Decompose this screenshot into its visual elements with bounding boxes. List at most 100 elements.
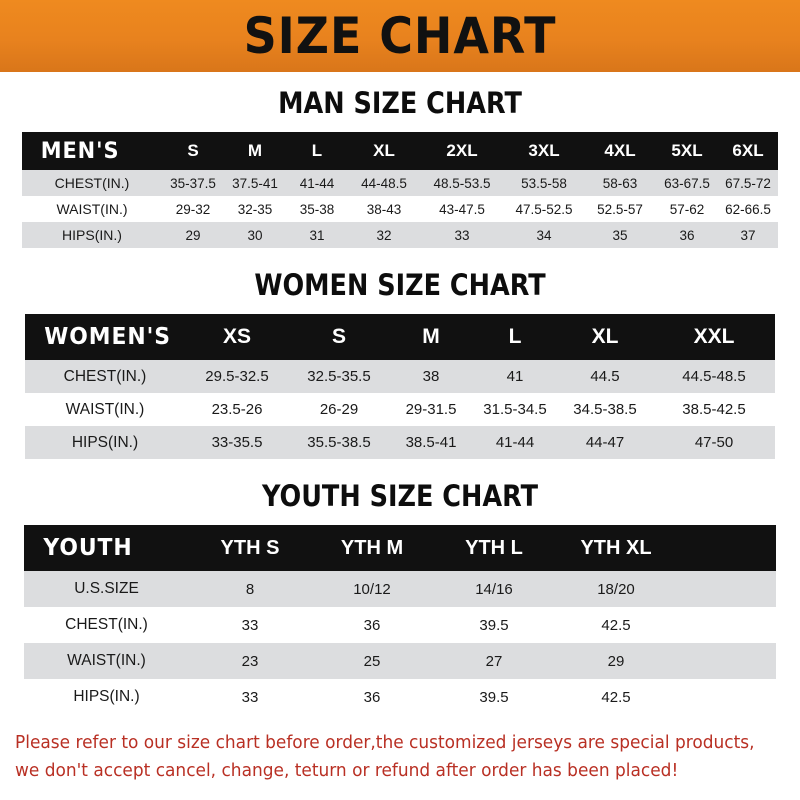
cell: 38.5-41 [405,434,457,451]
cell-empty [677,643,776,679]
table-row: WAIST(IN.) 23 25 27 29 [24,643,776,679]
table-row: CHEST(IN.) 33 36 39.5 42.5 [24,607,776,643]
cell: 42.5 [601,616,631,634]
cell: 52.5-57 [597,201,643,217]
cell: 29.5-32.5 [205,368,269,385]
cell: 39.5 [479,616,509,634]
row-label: U.S.SIZE [74,580,139,597]
youth-table: YOUTH YTH S YTH M YTH L YTH XL U.S.SIZE … [24,525,776,715]
table-row: HIPS(IN.) 33-35.5 35.5-38.5 38.5-41 41-4… [25,426,775,459]
cell: 36 [363,616,381,634]
cell: 63-67.5 [664,175,710,191]
cell: 27 [485,652,503,670]
page-title: SIZE CHART [243,7,557,65]
cell: 47-50 [694,434,734,451]
cell: 34 [536,227,552,243]
man-size-header: 5XL [671,141,703,160]
order-policy-line-1: Please refer to our size chart before or… [15,733,755,753]
cell: 32-35 [237,201,273,217]
cell: 26-29 [319,401,359,418]
cell: 58-63 [602,175,638,191]
man-size-header: 6XL [732,141,764,160]
cell: 41-44 [495,434,535,451]
man-size-header: S [187,141,199,160]
man-table: MEN'S S M L XL 2XL 3XL 4XL 5XL 6XL CHEST… [22,132,778,248]
man-size-header: L [311,141,323,160]
cell: 41-44 [299,175,335,191]
cell: 29-32 [175,201,211,217]
table-row: CHEST(IN.) 29.5-32.5 32.5-35.5 38 41 44.… [25,360,775,393]
women-size-header: L [508,325,522,348]
table-row: HIPS(IN.) 29 30 31 32 33 34 35 36 37 [22,222,778,248]
man-size-header: M [247,141,263,160]
cell: 38 [422,368,440,385]
cell: 41 [506,368,524,385]
section-title-women: WOMEN SIZE CHART [254,268,546,302]
cell: 31.5-34.5 [483,401,547,418]
women-table: WOMEN'S XS S M L XL XXL CHEST(IN.) 29.5-… [25,314,775,459]
cell: 14/16 [475,580,513,598]
man-header-row: MEN'S S M L XL 2XL 3XL 4XL 5XL 6XL [22,132,778,170]
cell: 53.5-58 [521,175,567,191]
row-label: WAIST(IN.) [65,400,145,418]
table-row: WAIST(IN.) 29-32 32-35 35-38 38-43 43-47… [22,196,778,222]
cell: 32.5-35.5 [307,368,371,385]
cell: 30 [247,227,263,243]
section-title-man: MAN SIZE CHART [278,86,522,120]
row-label: CHEST(IN.) [65,616,148,633]
section-title-youth: YOUTH SIZE CHART [261,479,539,513]
cell: 25 [363,652,381,670]
cell: 48.5-53.5 [433,175,491,191]
cell: 57-62 [669,201,705,217]
cell: 10/12 [353,580,391,598]
cell: 38-43 [366,201,402,217]
row-label: CHEST(IN.) [54,175,130,191]
cell: 35.5-38.5 [307,434,371,451]
man-size-header: 3XL [528,141,560,160]
row-label: HIPS(IN.) [62,227,122,243]
cell: 8 [245,580,255,598]
cell: 44.5 [590,368,620,385]
cell: 38.5-42.5 [682,401,746,418]
women-size-header: M [422,325,440,348]
cell-empty [677,607,776,643]
man-corner-label: MEN'S [40,138,120,164]
youth-size-header-empty [677,525,776,571]
man-size-chart-table: MEN'S S M L XL 2XL 3XL 4XL 5XL 6XL CHEST… [22,132,778,248]
cell: 29 [607,652,625,670]
cell: 33-35.5 [211,434,263,451]
table-row: WAIST(IN.) 23.5-26 26-29 29-31.5 31.5-34… [25,393,775,426]
man-size-header: 2XL [446,141,478,160]
cell: 37.5-41 [232,175,278,191]
order-policy-line-2: we don't accept cancel, change, teturn o… [15,761,679,781]
row-label: WAIST(IN.) [56,201,128,217]
cell: 36 [363,688,381,706]
cell: 36 [679,227,695,243]
cell: 67.5-72 [725,175,771,191]
cell: 33 [454,227,470,243]
cell: 18/20 [597,580,635,598]
cell: 33 [241,688,259,706]
row-label: HIPS(IN.) [73,688,140,705]
row-label: CHEST(IN.) [63,367,147,385]
cell: 29-31.5 [405,401,457,418]
man-size-header: 4XL [604,141,636,160]
women-size-header: S [331,325,346,348]
cell: 39.5 [479,688,509,706]
cell: 29 [185,227,201,243]
row-label: HIPS(IN.) [71,433,139,451]
youth-size-chart-table: YOUTH YTH S YTH M YTH L YTH XL U.S.SIZE … [24,525,776,715]
table-row: HIPS(IN.) 33 36 39.5 42.5 [24,679,776,715]
cell: 35-37.5 [170,175,216,191]
man-size-header: XL [373,141,395,160]
cell: 34.5-38.5 [573,401,637,418]
cell: 44-48.5 [361,175,407,191]
youth-size-header: YTH L [465,536,523,559]
youth-size-header: YTH M [340,536,404,559]
women-header-row: WOMEN'S XS S M L XL XXL [25,314,775,360]
order-policy-note: Please refer to our size chart before or… [15,729,762,785]
women-size-chart-table: WOMEN'S XS S M L XL XXL CHEST(IN.) 29.5-… [25,314,775,459]
women-size-header: XXL [693,325,735,348]
women-size-header: XS [222,325,251,348]
table-row: CHEST(IN.) 35-37.5 37.5-41 41-44 44-48.5… [22,170,778,196]
